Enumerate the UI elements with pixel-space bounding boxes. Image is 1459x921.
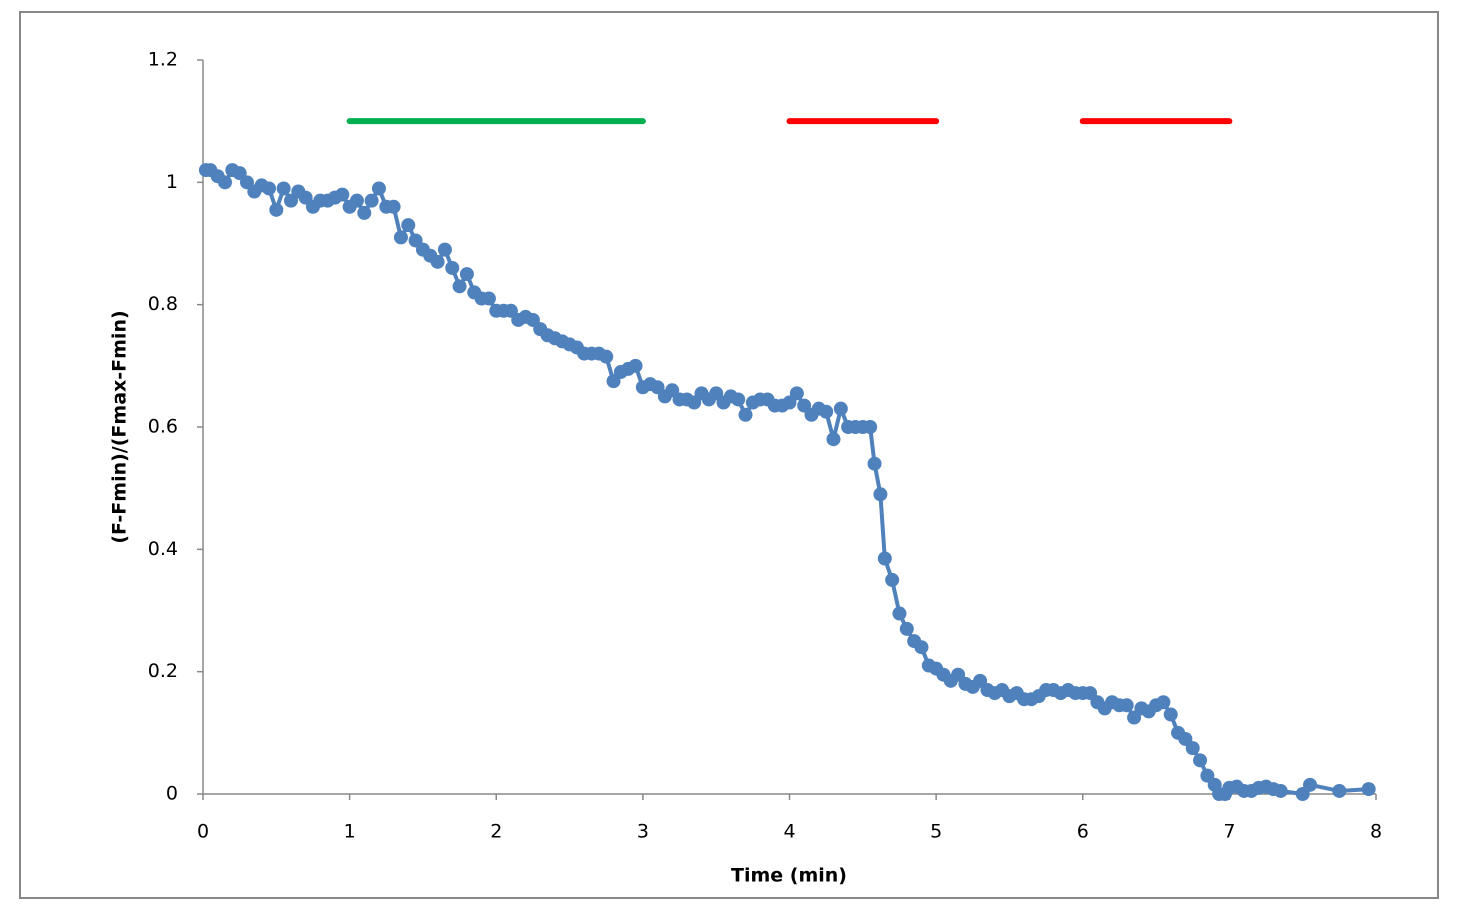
data-point	[452, 279, 467, 294]
data-point	[1361, 782, 1376, 797]
x-tick-label: 7	[1223, 821, 1235, 843]
data-point	[863, 420, 878, 434]
data-point	[731, 392, 746, 407]
x-tick-label: 0	[197, 821, 209, 843]
data-point	[826, 432, 841, 447]
x-tick-label: 3	[637, 821, 649, 843]
data-point	[1193, 753, 1208, 768]
x-tick-label: 5	[930, 821, 942, 843]
data-point	[833, 401, 848, 416]
x-tick-label: 2	[490, 821, 502, 843]
data-point	[459, 267, 474, 282]
y-tick-label: 0.4	[148, 538, 178, 560]
x-tick-label: 6	[1077, 821, 1089, 843]
data-point	[819, 404, 834, 419]
data-point	[1163, 707, 1178, 722]
data-point	[357, 205, 372, 220]
data-point	[789, 386, 804, 401]
data-point	[481, 291, 496, 306]
x-tick-label: 4	[783, 821, 795, 843]
x-tick-label: 8	[1370, 821, 1382, 843]
x-axis-title: Time (min)	[731, 865, 847, 887]
data-point	[430, 254, 445, 269]
y-tick-label: 1.2	[148, 49, 178, 71]
data-point	[1303, 777, 1318, 792]
data-point	[628, 358, 643, 373]
data-point	[1119, 698, 1134, 713]
data-point	[873, 487, 888, 502]
data-point	[885, 572, 900, 587]
data-point	[261, 181, 276, 196]
data-point	[892, 606, 907, 621]
chart-border	[19, 11, 1439, 899]
data-point	[335, 187, 350, 202]
y-tick-label: 0.8	[148, 293, 178, 315]
data-point	[867, 456, 882, 471]
data-point	[349, 193, 364, 208]
data-point	[1332, 783, 1347, 798]
y-axis-title: (F-Fmin)/(Fmax-Fmin)	[109, 310, 131, 543]
data-point	[899, 621, 914, 636]
data-point	[401, 218, 416, 233]
data-point	[386, 199, 401, 214]
data-point	[371, 181, 386, 196]
data-point	[877, 551, 892, 566]
data-point	[437, 242, 452, 257]
data-point	[217, 175, 232, 190]
data-point	[599, 349, 614, 364]
data-point	[1185, 741, 1200, 756]
data-point	[364, 193, 379, 208]
y-tick-label: 0.2	[148, 660, 178, 682]
data-point	[1156, 695, 1171, 710]
data-point	[276, 181, 291, 196]
data-point	[1273, 783, 1288, 798]
x-tick-label: 1	[344, 821, 356, 843]
data-point	[445, 260, 460, 275]
data-point	[393, 230, 408, 245]
y-tick-label: 0	[166, 783, 178, 805]
data-point	[269, 202, 284, 217]
y-tick-label: 1	[166, 171, 178, 193]
y-tick-label: 0.6	[148, 416, 178, 438]
data-point	[738, 407, 753, 422]
data-point	[914, 640, 929, 655]
